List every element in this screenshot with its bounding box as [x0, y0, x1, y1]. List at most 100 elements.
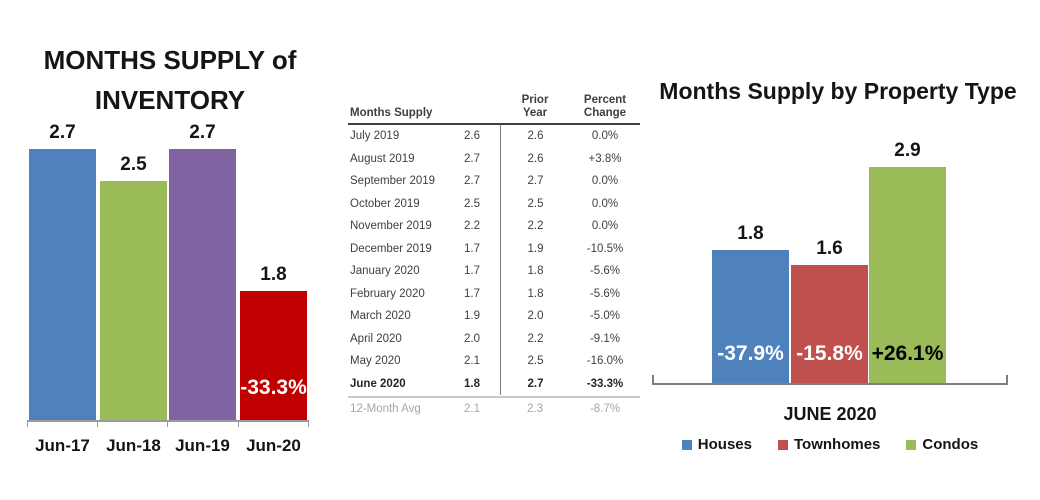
cell-prior-year: 2.6: [500, 125, 570, 148]
cell-prior-year: 2.7: [500, 170, 570, 193]
table-row: December 2019 1.7 1.9 -10.5%: [348, 237, 640, 260]
cell-month: March 2020: [350, 310, 411, 322]
cell-value: 1.7: [464, 265, 480, 277]
table-row: February 2020 1.7 1.8 -5.6%: [348, 282, 640, 305]
bar-inside-label: -33.3%: [240, 376, 307, 399]
cell-value: 2.1: [464, 403, 480, 415]
table-row: May 2020 2.1 2.5 -16.0%: [348, 350, 640, 373]
axis-tick: [238, 422, 239, 427]
legend-label: Townhomes: [793, 436, 881, 453]
cell-percent-change: 0.0%: [591, 197, 619, 210]
cell-value: 1.7: [464, 287, 480, 300]
cell-prior-year: 1.8: [500, 260, 570, 283]
cell-month: July 2019: [350, 130, 400, 142]
bar-inside-label: -15.8%: [796, 342, 863, 365]
table-row: August 2019 2.7 2.6 +3.8%: [348, 147, 640, 170]
axis-tick: [27, 422, 28, 427]
legend-item-condos: Condos: [906, 436, 978, 453]
cell-value: 1.8: [464, 377, 480, 390]
bar-value-label: 2.5: [120, 154, 147, 175]
cell-value: 2.2: [464, 220, 480, 232]
cell-prior-year: 2.2: [500, 327, 570, 350]
table-row: October 2019 2.5 2.5 0.0%: [348, 192, 640, 215]
bar-value-label: 2.7: [49, 122, 76, 143]
legend-swatch: [777, 439, 788, 450]
x-axis-label-jun-17: Jun-17: [35, 436, 90, 455]
cell-percent-change: -16.0%: [586, 355, 624, 367]
cell-month: October 2019: [350, 197, 420, 210]
table-row: July 2019 2.6 2.6 0.0%: [348, 125, 640, 148]
cell-percent-change: -9.1%: [589, 332, 621, 345]
bar-inside-label: +26.1%: [871, 342, 944, 365]
bar-jun-18: [100, 181, 167, 421]
cell-percent-change: -5.6%: [589, 287, 621, 300]
cell-prior-year: 1.9: [500, 237, 570, 260]
cell-value: 2.6: [464, 130, 480, 142]
cell-percent-change: -5.6%: [589, 265, 621, 277]
cell-prior-year: 2.5: [500, 192, 570, 215]
legend-item-houses: Houses: [681, 436, 752, 453]
cell-percent-change: -5.0%: [589, 310, 621, 322]
cell-month: June 2020: [350, 377, 406, 390]
cell-prior-year: 2.0: [500, 305, 570, 328]
cell-value: 1.9: [464, 310, 480, 322]
table-row: June 2020 1.8 2.7 -33.3%: [348, 372, 640, 395]
x-axis-label-jun-19: Jun-19: [175, 436, 230, 455]
cell-value: 2.5: [464, 197, 480, 210]
cell-percent-change: -8.7%: [589, 403, 621, 415]
june-2020-axis-label: JUNE 2020: [783, 404, 877, 424]
average-row-separator: [348, 396, 640, 398]
left-x-axis: [27, 420, 309, 422]
cell-prior-year: 2.5: [500, 350, 570, 373]
average-row: 12-Month Avg 2.1 2.3 -8.7%: [348, 398, 640, 420]
right-x-axis: [652, 383, 1008, 385]
legend-swatch: [906, 439, 917, 450]
axis-tick: [97, 422, 98, 427]
bar-value-label: 1.8: [737, 223, 764, 244]
bar-value-label: 1.6: [816, 238, 843, 259]
legend-swatch: [681, 439, 692, 450]
axis-end-tick: [652, 375, 654, 383]
bar-value-label: 2.7: [189, 122, 216, 143]
table-row: November 2019 2.2 2.2 0.0%: [348, 215, 640, 238]
cell-month: 12-Month Avg: [350, 403, 421, 415]
cell-prior-year: 2.3: [527, 403, 543, 415]
table-row: January 2020 1.7 1.8 -5.6%: [348, 260, 640, 283]
table-row: March 2020 1.9 2.0 -5.0%: [348, 305, 640, 328]
cell-value: 2.7: [464, 175, 480, 187]
cell-percent-change: -33.3%: [586, 377, 624, 390]
cell-value: 1.7: [464, 242, 480, 255]
cell-percent-change: 0.0%: [591, 220, 619, 232]
bar-jun-19: [169, 149, 236, 421]
cell-month: December 2019: [350, 242, 432, 255]
cell-month: January 2020: [350, 265, 420, 277]
cell-percent-change: -10.5%: [586, 242, 624, 255]
col-percent-change-header: Percent Change: [583, 94, 627, 119]
table-body: July 2019 2.6 2.6 0.0% August 2019 2.7 2.6 +3.8…: [348, 125, 640, 395]
bar-houses: [712, 250, 789, 385]
cell-month: September 2019: [350, 175, 436, 187]
cell-month: November 2019: [350, 220, 432, 232]
table-row: April 2020 2.0 2.2 -9.1%: [348, 327, 640, 350]
axis-end-tick: [1006, 375, 1008, 383]
bar-value-label: 1.8: [260, 264, 287, 285]
bar-jun-17: [29, 149, 96, 421]
legend-item-townhomes: Townhomes: [777, 436, 881, 453]
x-axis-label-jun-18: Jun-18: [106, 436, 161, 455]
legend: Houses Townhomes Condos: [652, 436, 1008, 453]
table-header: Months Supply Prior Year Percent Change: [348, 94, 640, 125]
axis-tick: [308, 422, 309, 427]
property-type-chart-title: Months Supply by Property Type: [659, 78, 1017, 104]
inventory-chart-title: MONTHS SUPPLY of INVENTORY: [43, 45, 297, 115]
cell-prior-year: 1.8: [500, 282, 570, 305]
cell-value: 2.7: [464, 152, 480, 165]
cell-value: 2.1: [464, 355, 480, 367]
cell-percent-change: +3.8%: [588, 152, 622, 165]
cell-percent-change: 0.0%: [591, 130, 619, 142]
axis-tick: [167, 422, 168, 427]
bar-jun-20: [240, 291, 307, 421]
cell-month: April 2020: [350, 332, 402, 345]
col-months-supply-header: Months Supply: [350, 107, 433, 119]
bar-value-label: 2.9: [894, 140, 921, 161]
